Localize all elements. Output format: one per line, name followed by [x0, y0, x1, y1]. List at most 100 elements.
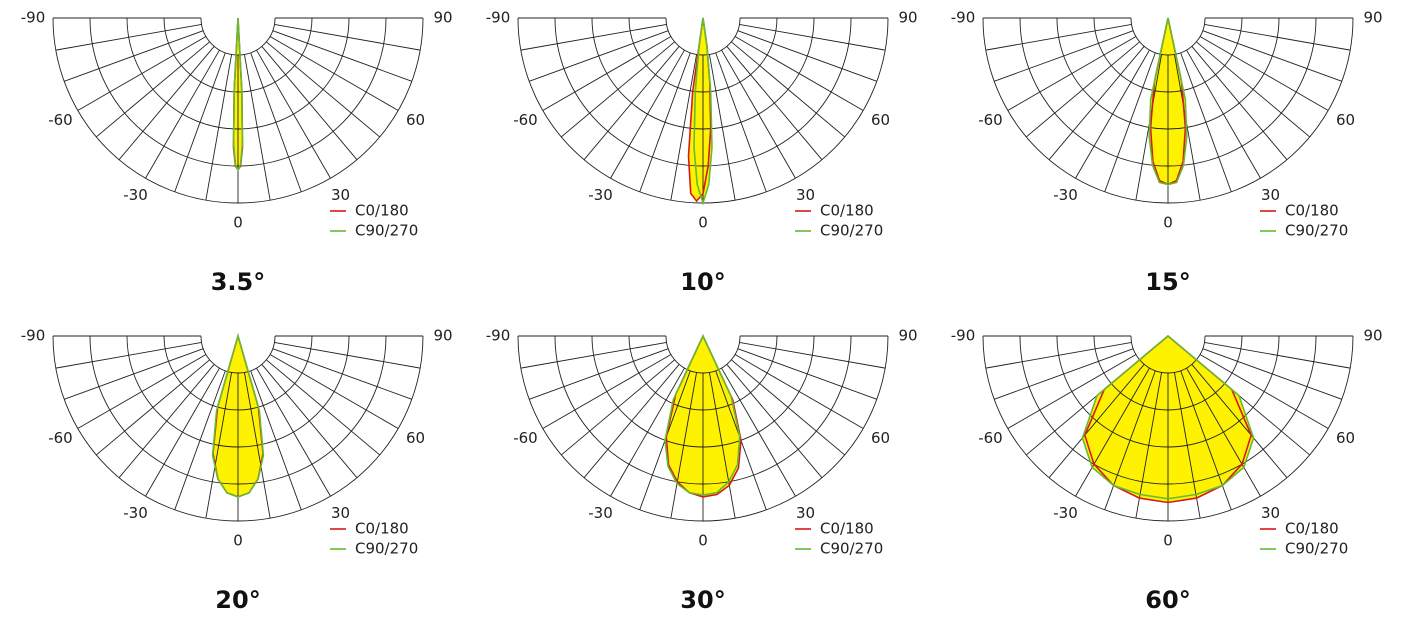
- angle-label: 30: [331, 504, 350, 522]
- spoke: [610, 367, 685, 497]
- spoke: [721, 49, 796, 179]
- angle-label: -60: [48, 111, 73, 129]
- spoke: [205, 54, 233, 201]
- angle-label: 90: [1363, 9, 1382, 27]
- chart-title: 10°: [680, 268, 725, 296]
- angle-label: 0: [233, 214, 243, 232]
- spoke: [1048, 364, 1145, 479]
- angle-label: -60: [513, 111, 538, 129]
- spoke: [726, 364, 823, 479]
- beam-curve: [1083, 334, 1253, 504]
- spoke: [529, 348, 669, 400]
- spoke: [1204, 23, 1351, 51]
- angle-label: 0: [1163, 532, 1173, 550]
- beam-curve: [693, 17, 713, 206]
- spoke: [1199, 36, 1329, 111]
- beam-curve: [232, 17, 244, 172]
- angle-label: -60: [48, 429, 73, 447]
- spoke: [1196, 41, 1311, 138]
- spoke: [261, 364, 358, 479]
- spoke: [708, 372, 736, 519]
- ring: [200, 17, 276, 56]
- angle-label: 30: [1261, 186, 1280, 204]
- angle-label: 30: [1261, 504, 1280, 522]
- ring: [1130, 17, 1206, 56]
- spoke: [1204, 341, 1351, 369]
- spoke: [269, 354, 399, 429]
- spoke: [1025, 41, 1140, 138]
- spoke: [118, 364, 215, 479]
- spoke: [1135, 54, 1163, 201]
- spoke: [95, 359, 210, 456]
- spoke: [529, 30, 669, 82]
- legend-label: C90/270: [820, 222, 883, 240]
- spoke: [1191, 46, 1288, 161]
- spoke: [583, 364, 680, 479]
- polar-chart: -90 -60 -30 0 30 60 90 C0/180 C90/270 10°: [486, 9, 918, 297]
- spoke: [266, 41, 381, 138]
- beam-curve: [664, 334, 741, 496]
- spoke: [1075, 367, 1150, 497]
- angle-label: -60: [513, 429, 538, 447]
- chart-title: 60°: [1145, 586, 1190, 614]
- beam-curve: [211, 333, 265, 498]
- angle-label: 60: [406, 111, 425, 129]
- spoke: [243, 54, 271, 201]
- legend-label: C0/180: [820, 202, 874, 220]
- spoke: [542, 354, 672, 429]
- legend-label: C90/270: [1285, 540, 1348, 558]
- ring: [665, 17, 741, 56]
- spoke: [560, 41, 675, 138]
- angle-label: 0: [1163, 214, 1173, 232]
- spoke: [55, 341, 202, 369]
- legend-label: C90/270: [820, 540, 883, 558]
- chart-title: 3.5°: [211, 268, 266, 296]
- polar-chart: -90 -60 -30 0 30 60 90 C0/180 C90/270 30°: [486, 327, 918, 615]
- polar-chart: -90 -60 -30 0 30 60 90 C0/180 C90/270 60°: [951, 327, 1383, 615]
- beam-curve: [1081, 334, 1255, 500]
- chart-title: 15°: [1145, 268, 1190, 296]
- spoke: [994, 348, 1134, 400]
- spoke: [542, 36, 672, 111]
- spoke: [1048, 46, 1145, 161]
- legend-label: C90/270: [355, 540, 418, 558]
- angle-label: -30: [588, 186, 613, 204]
- legend-label: C90/270: [355, 222, 418, 240]
- spoke: [994, 30, 1134, 82]
- angle-label: 90: [898, 9, 917, 27]
- spoke: [274, 341, 421, 369]
- spoke: [272, 348, 412, 400]
- angle-label: -90: [486, 9, 511, 27]
- beam-curve: [1148, 17, 1188, 186]
- spoke: [1191, 364, 1288, 479]
- ring: [1130, 335, 1206, 374]
- legend-label: C0/180: [355, 520, 409, 538]
- angle-label: 30: [331, 186, 350, 204]
- spoke: [118, 46, 215, 161]
- ring: [200, 335, 276, 374]
- spoke: [274, 23, 421, 51]
- spoke: [1186, 367, 1261, 497]
- spoke: [560, 359, 675, 456]
- spoke: [205, 372, 233, 519]
- spoke: [1180, 52, 1232, 192]
- spoke: [1186, 49, 1261, 179]
- angle-label: 60: [871, 111, 890, 129]
- spoke: [145, 367, 220, 497]
- angle-label: -30: [1053, 186, 1078, 204]
- spoke: [715, 52, 767, 192]
- angle-label: -30: [588, 504, 613, 522]
- angle-label: 60: [1336, 429, 1355, 447]
- spoke: [174, 370, 226, 510]
- spoke: [77, 36, 207, 111]
- angle-label: -90: [951, 9, 976, 27]
- spoke: [256, 367, 331, 497]
- spoke: [639, 52, 691, 192]
- spoke: [77, 354, 207, 429]
- spoke: [731, 41, 846, 138]
- spoke: [256, 49, 331, 179]
- spoke: [261, 46, 358, 161]
- spoke: [985, 341, 1132, 369]
- angle-label: 90: [1363, 327, 1382, 345]
